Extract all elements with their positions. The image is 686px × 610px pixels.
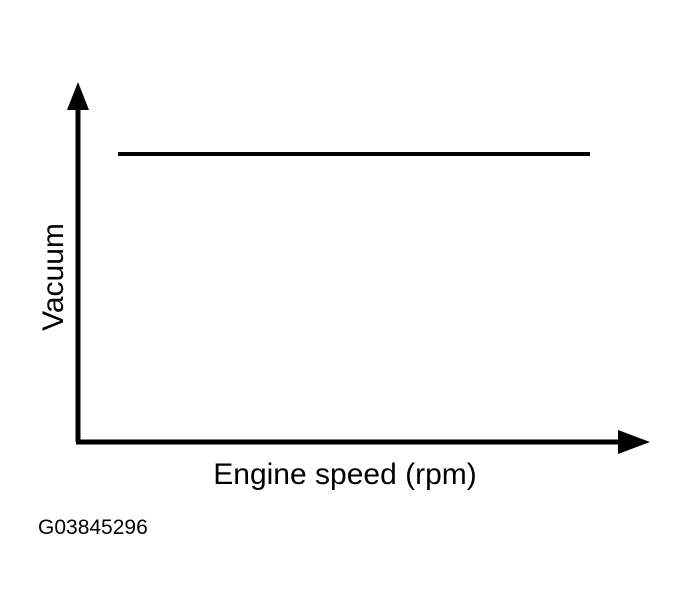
figure-id: G03845296	[38, 516, 148, 539]
y-axis-label: Vacuum	[37, 223, 70, 331]
x-axis-label: Engine speed (rpm)	[213, 458, 476, 491]
x-axis-arrow	[618, 430, 650, 454]
y-axis-arrow	[67, 82, 89, 110]
